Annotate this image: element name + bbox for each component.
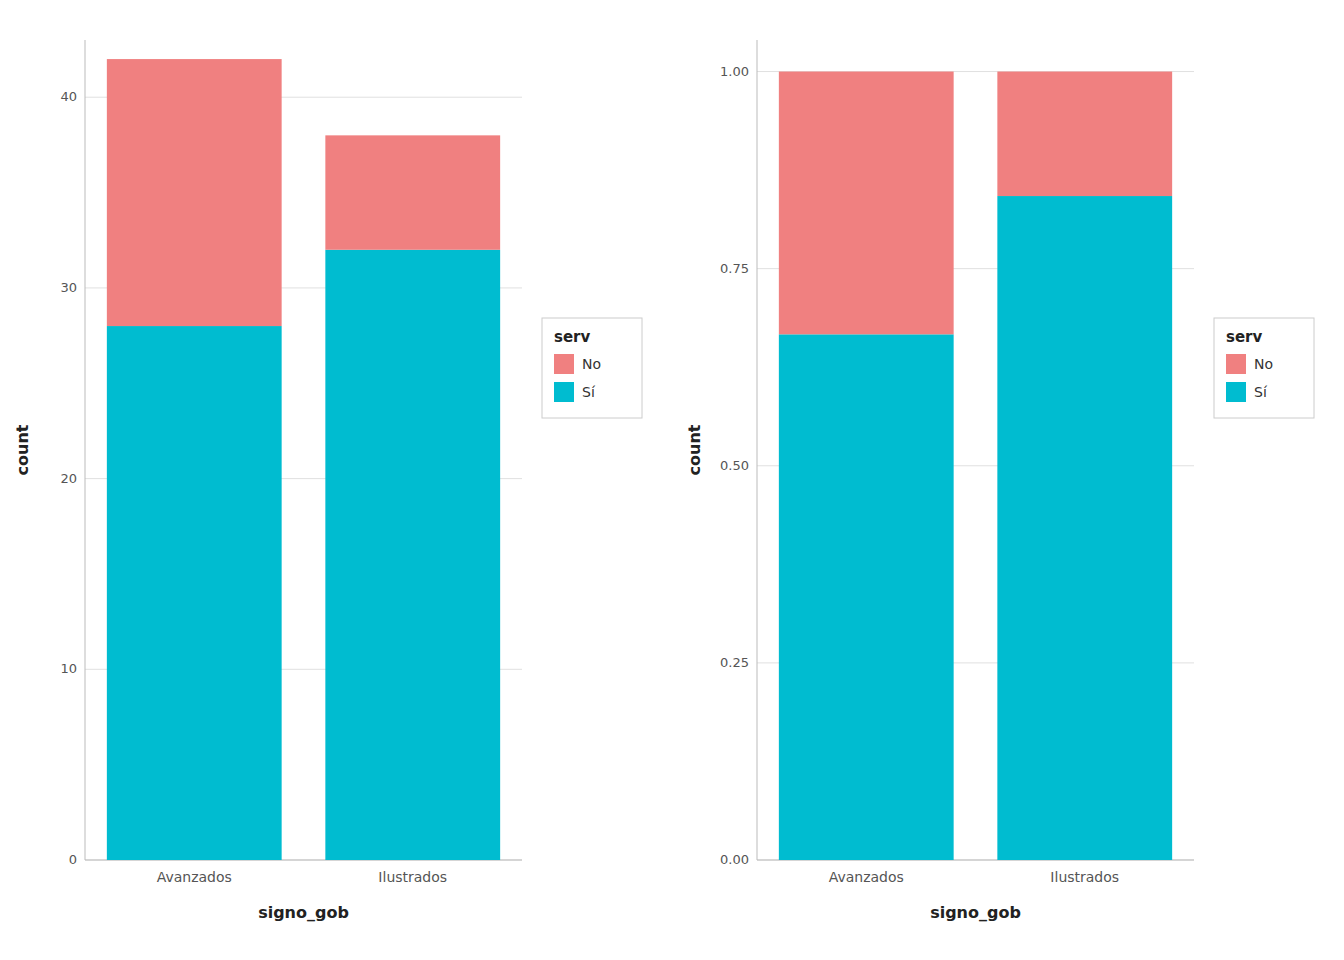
legend-label: No — [1254, 356, 1273, 372]
y-tick-label: 0 — [69, 852, 77, 867]
bar-segment — [325, 135, 500, 249]
legend-title: serv — [1226, 328, 1262, 346]
bar-segment — [779, 72, 954, 335]
y-tick-label: 40 — [60, 89, 77, 104]
panel: 0.00 0.25 0.50 0.75 1.00 Avanzados Ilustrados s… — [685, 40, 1314, 922]
legend-label: Sí — [582, 384, 596, 400]
legend-swatch — [1226, 354, 1246, 374]
chart-svg: 0 10 20 30 40 Avanzados Ilustrados signo_gob cou… — [0, 0, 1344, 960]
x-axis-label: signo_gob — [930, 903, 1021, 922]
legend: serv No Sí — [542, 318, 642, 418]
bars — [107, 59, 500, 860]
x-tick-label: Ilustrados — [1050, 869, 1119, 885]
y-tick-label: 0.00 — [720, 852, 749, 867]
legend-frame — [1214, 318, 1314, 418]
bar-segment — [325, 250, 500, 860]
y-axis-label: count — [685, 424, 704, 475]
legend-title: serv — [554, 328, 590, 346]
y-tick-label: 20 — [60, 471, 77, 486]
y-axis-line — [85, 40, 86, 860]
bar-segment — [107, 326, 282, 860]
bars — [779, 72, 1172, 860]
legend-label: Sí — [1254, 384, 1268, 400]
bar-segment — [997, 196, 1172, 860]
legend-swatch — [554, 354, 574, 374]
y-axis-line — [757, 40, 758, 860]
x-tick-label: Avanzados — [157, 869, 232, 885]
y-axis-label: count — [13, 424, 32, 475]
legend-swatch — [1226, 382, 1246, 402]
y-tick-label: 0.75 — [720, 261, 749, 276]
legend-swatch — [554, 382, 574, 402]
x-tick-label: Ilustrados — [378, 869, 447, 885]
y-tick-label: 30 — [60, 280, 77, 295]
panel: 0 10 20 30 40 Avanzados Ilustrados signo_gob cou… — [13, 40, 642, 922]
y-tick-label: 0.50 — [720, 458, 749, 473]
legend: serv No Sí — [1214, 318, 1314, 418]
bar-segment — [997, 72, 1172, 196]
x-axis-label: signo_gob — [258, 903, 349, 922]
bar-segment — [779, 334, 954, 860]
y-tick-label: 10 — [60, 661, 77, 676]
legend-frame — [542, 318, 642, 418]
x-tick-label: Avanzados — [829, 869, 904, 885]
bar-segment — [107, 59, 282, 326]
y-tick-label: 0.25 — [720, 655, 749, 670]
legend-label: No — [582, 356, 601, 372]
y-tick-label: 1.00 — [720, 64, 749, 79]
